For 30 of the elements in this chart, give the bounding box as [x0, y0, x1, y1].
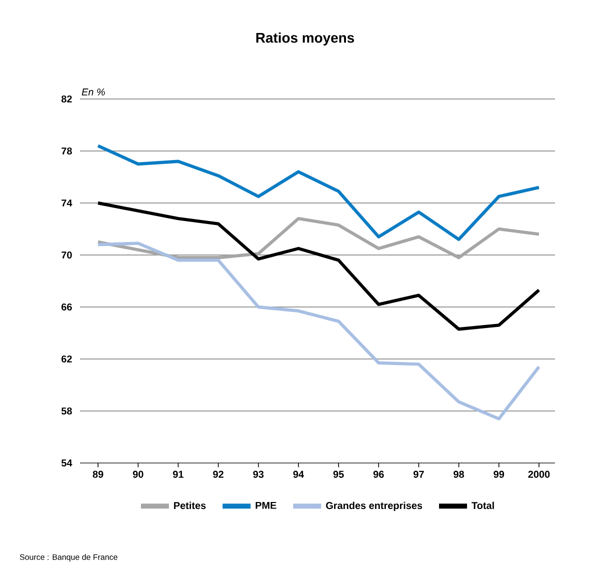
x-tick-label: 96 — [373, 470, 384, 478]
y-tick-label: 82 — [61, 95, 72, 103]
line-series — [96, 144, 541, 241]
legend-label: Grandes entreprises — [326, 502, 422, 512]
x-tick-label: 2000 — [528, 470, 550, 478]
y-tick-label: 74 — [62, 200, 72, 206]
x-tick-label: 98 — [454, 470, 464, 478]
x-tick-label: 91 — [173, 470, 184, 478]
x-tick-label: 90 — [132, 470, 144, 478]
x-tick-label: 97 — [414, 470, 424, 478]
line-series — [96, 217, 541, 260]
y-tick-label: 78 — [62, 147, 72, 155]
x-tick-label: 94 — [293, 470, 304, 478]
legend-label: Total — [472, 502, 494, 510]
legend-label: PME — [256, 502, 276, 509]
x-tick-label: 92 — [213, 470, 224, 478]
y-tick-label: 54 — [61, 460, 72, 466]
line-series — [96, 242, 541, 420]
chart-title: Ratios moyens — [256, 32, 354, 46]
y-tick-label: 58 — [61, 407, 72, 415]
x-tick-label: 93 — [253, 470, 264, 478]
y-tick-label: 70 — [62, 251, 72, 259]
line-series — [96, 201, 541, 331]
x-tick-label: 99 — [494, 470, 504, 478]
y-tick-label: 66 — [62, 303, 72, 311]
x-tick-label: 95 — [333, 470, 344, 478]
y-axis-title: En % — [82, 88, 105, 96]
x-tick-label: 89 — [92, 470, 104, 478]
y-tick-label: 62 — [62, 355, 72, 363]
legend-label: Petites — [174, 502, 206, 510]
